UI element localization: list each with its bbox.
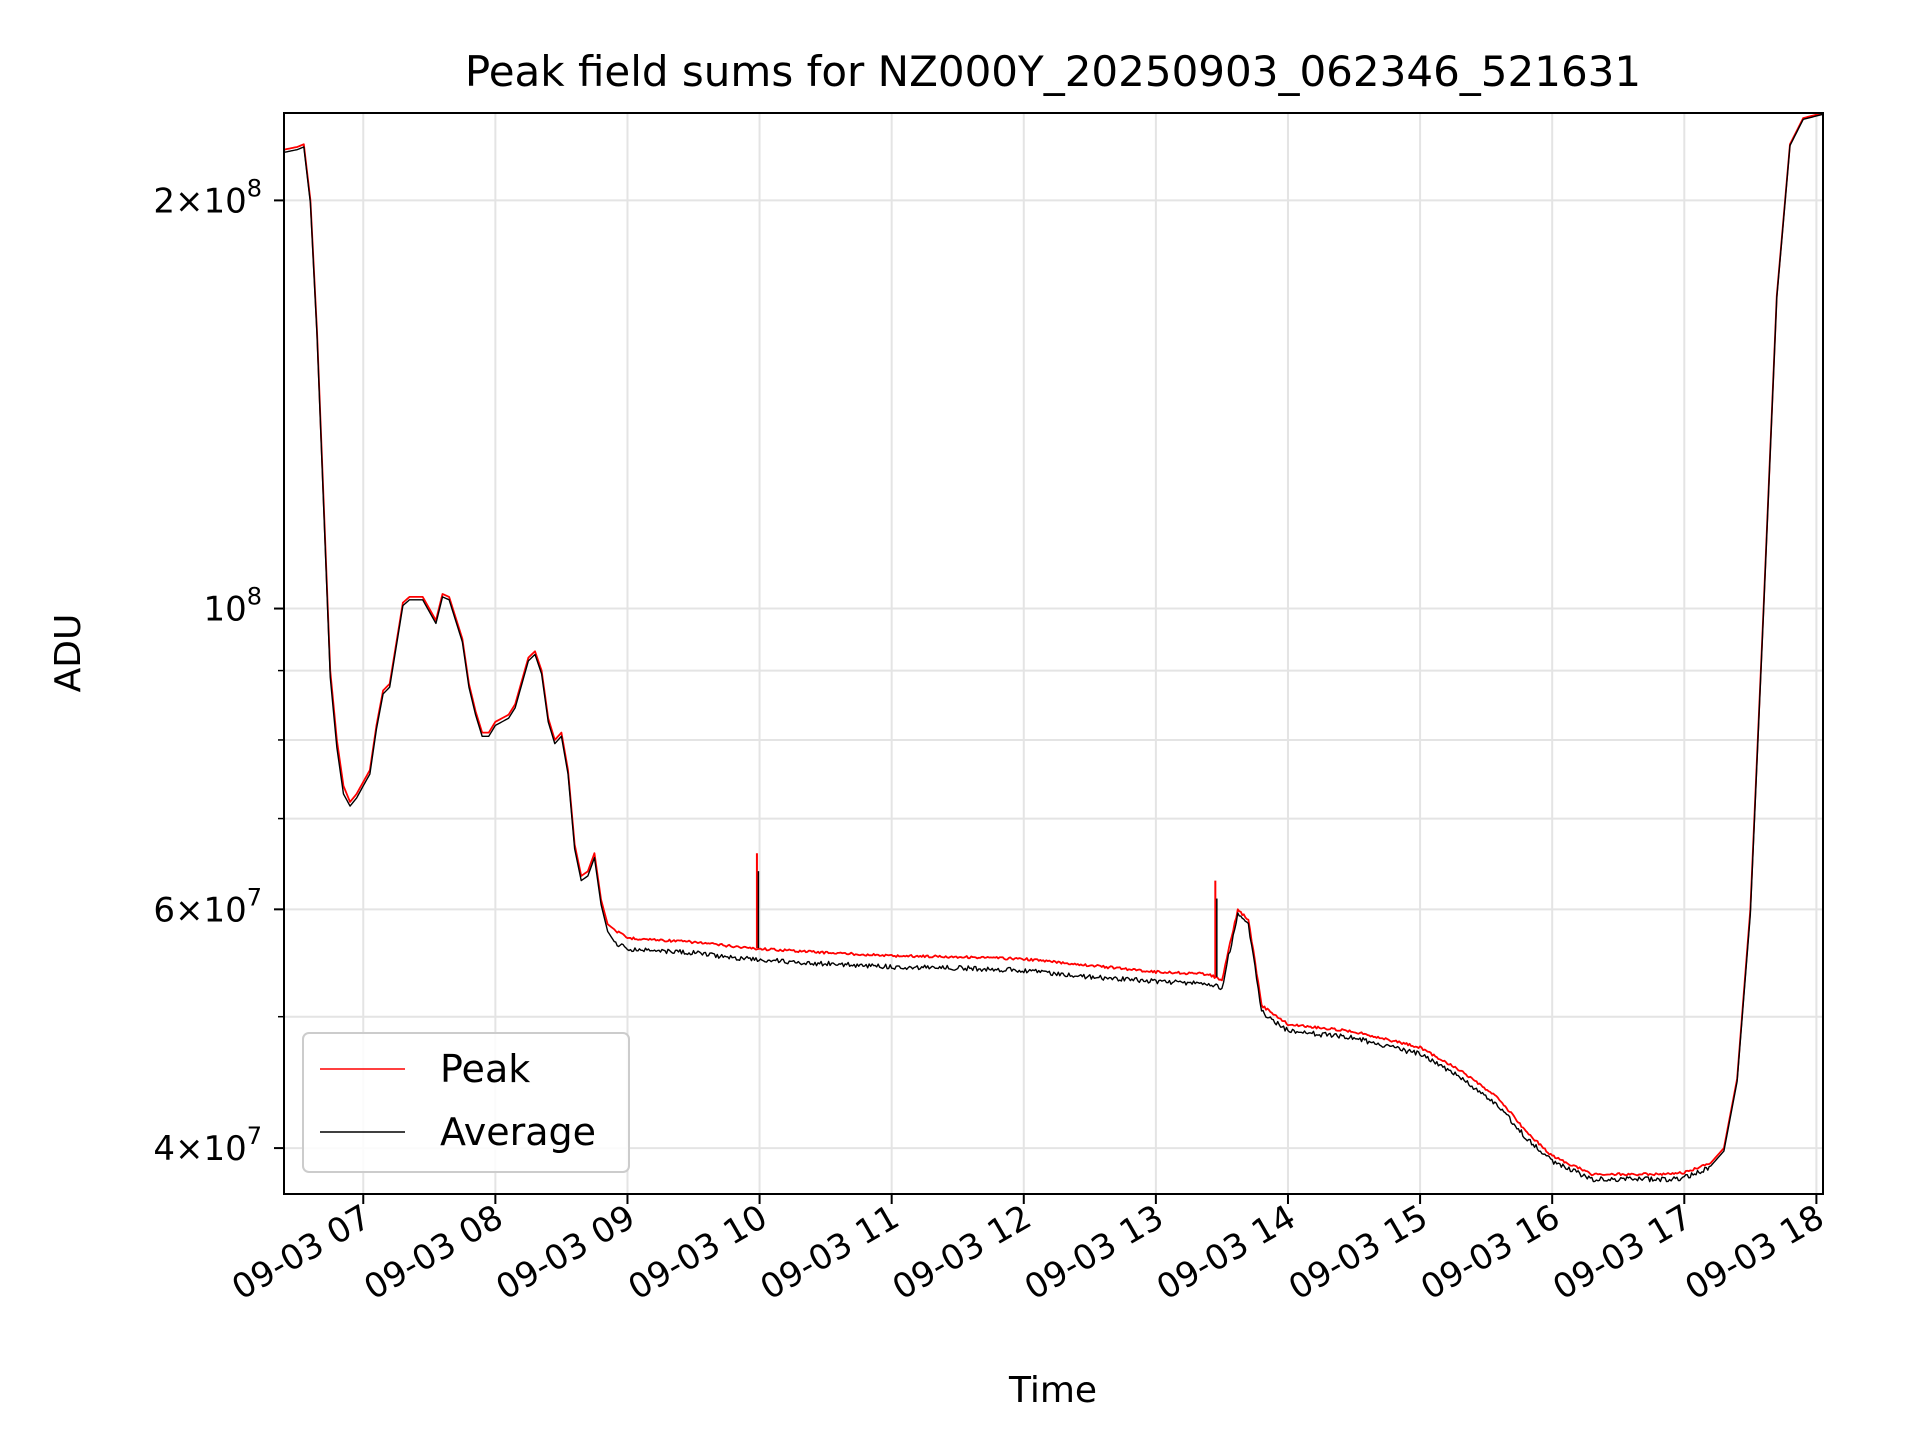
- legend-box: [302, 1032, 630, 1173]
- series-layer: [284, 113, 1823, 1183]
- y-axis-label: ADU: [48, 614, 89, 693]
- x-tick-label: 09-03 18: [1679, 1197, 1831, 1308]
- series-average: [284, 113, 1823, 1183]
- x-tick-label: 09-03 16: [1414, 1197, 1566, 1308]
- x-tick-label: 09-03 13: [1018, 1197, 1170, 1308]
- y-tick-label: 6×107: [153, 883, 262, 930]
- x-tick-label: 09-03 09: [490, 1197, 642, 1308]
- x-axis-label: Time: [1008, 1370, 1097, 1411]
- x-tick-label: 09-03 15: [1282, 1197, 1434, 1308]
- chart-title: Peak field sums for NZ000Y_20250903_0623…: [465, 47, 1641, 96]
- x-tick-label: 09-03 17: [1546, 1197, 1698, 1308]
- series-peak: [284, 113, 1823, 1177]
- x-tick-label: 09-03 12: [886, 1197, 1038, 1308]
- x-tick-label: 09-03 14: [1150, 1197, 1302, 1308]
- legend: Peak Average: [302, 1032, 630, 1173]
- y-axis: 2×108 108 6×107 4×107: [153, 174, 284, 1169]
- x-tick-label: 09-03 08: [357, 1197, 509, 1308]
- grid: [284, 113, 1823, 1194]
- plot-frame: [283, 112, 1824, 1195]
- series-line-average: [284, 113, 1823, 1183]
- series-line-peak: [284, 113, 1823, 1177]
- y-tick-label: 2×108: [153, 174, 262, 221]
- legend-average-label: Average: [440, 1110, 596, 1154]
- y-tick-label: 108: [203, 583, 262, 630]
- legend-peak-label: Peak: [440, 1047, 530, 1091]
- y-tick-label: 4×107: [153, 1122, 262, 1169]
- x-tick-label: 09-03 10: [622, 1197, 774, 1308]
- x-tick-label: 09-03 11: [754, 1197, 906, 1308]
- x-tick-label: 09-03 07: [225, 1197, 377, 1308]
